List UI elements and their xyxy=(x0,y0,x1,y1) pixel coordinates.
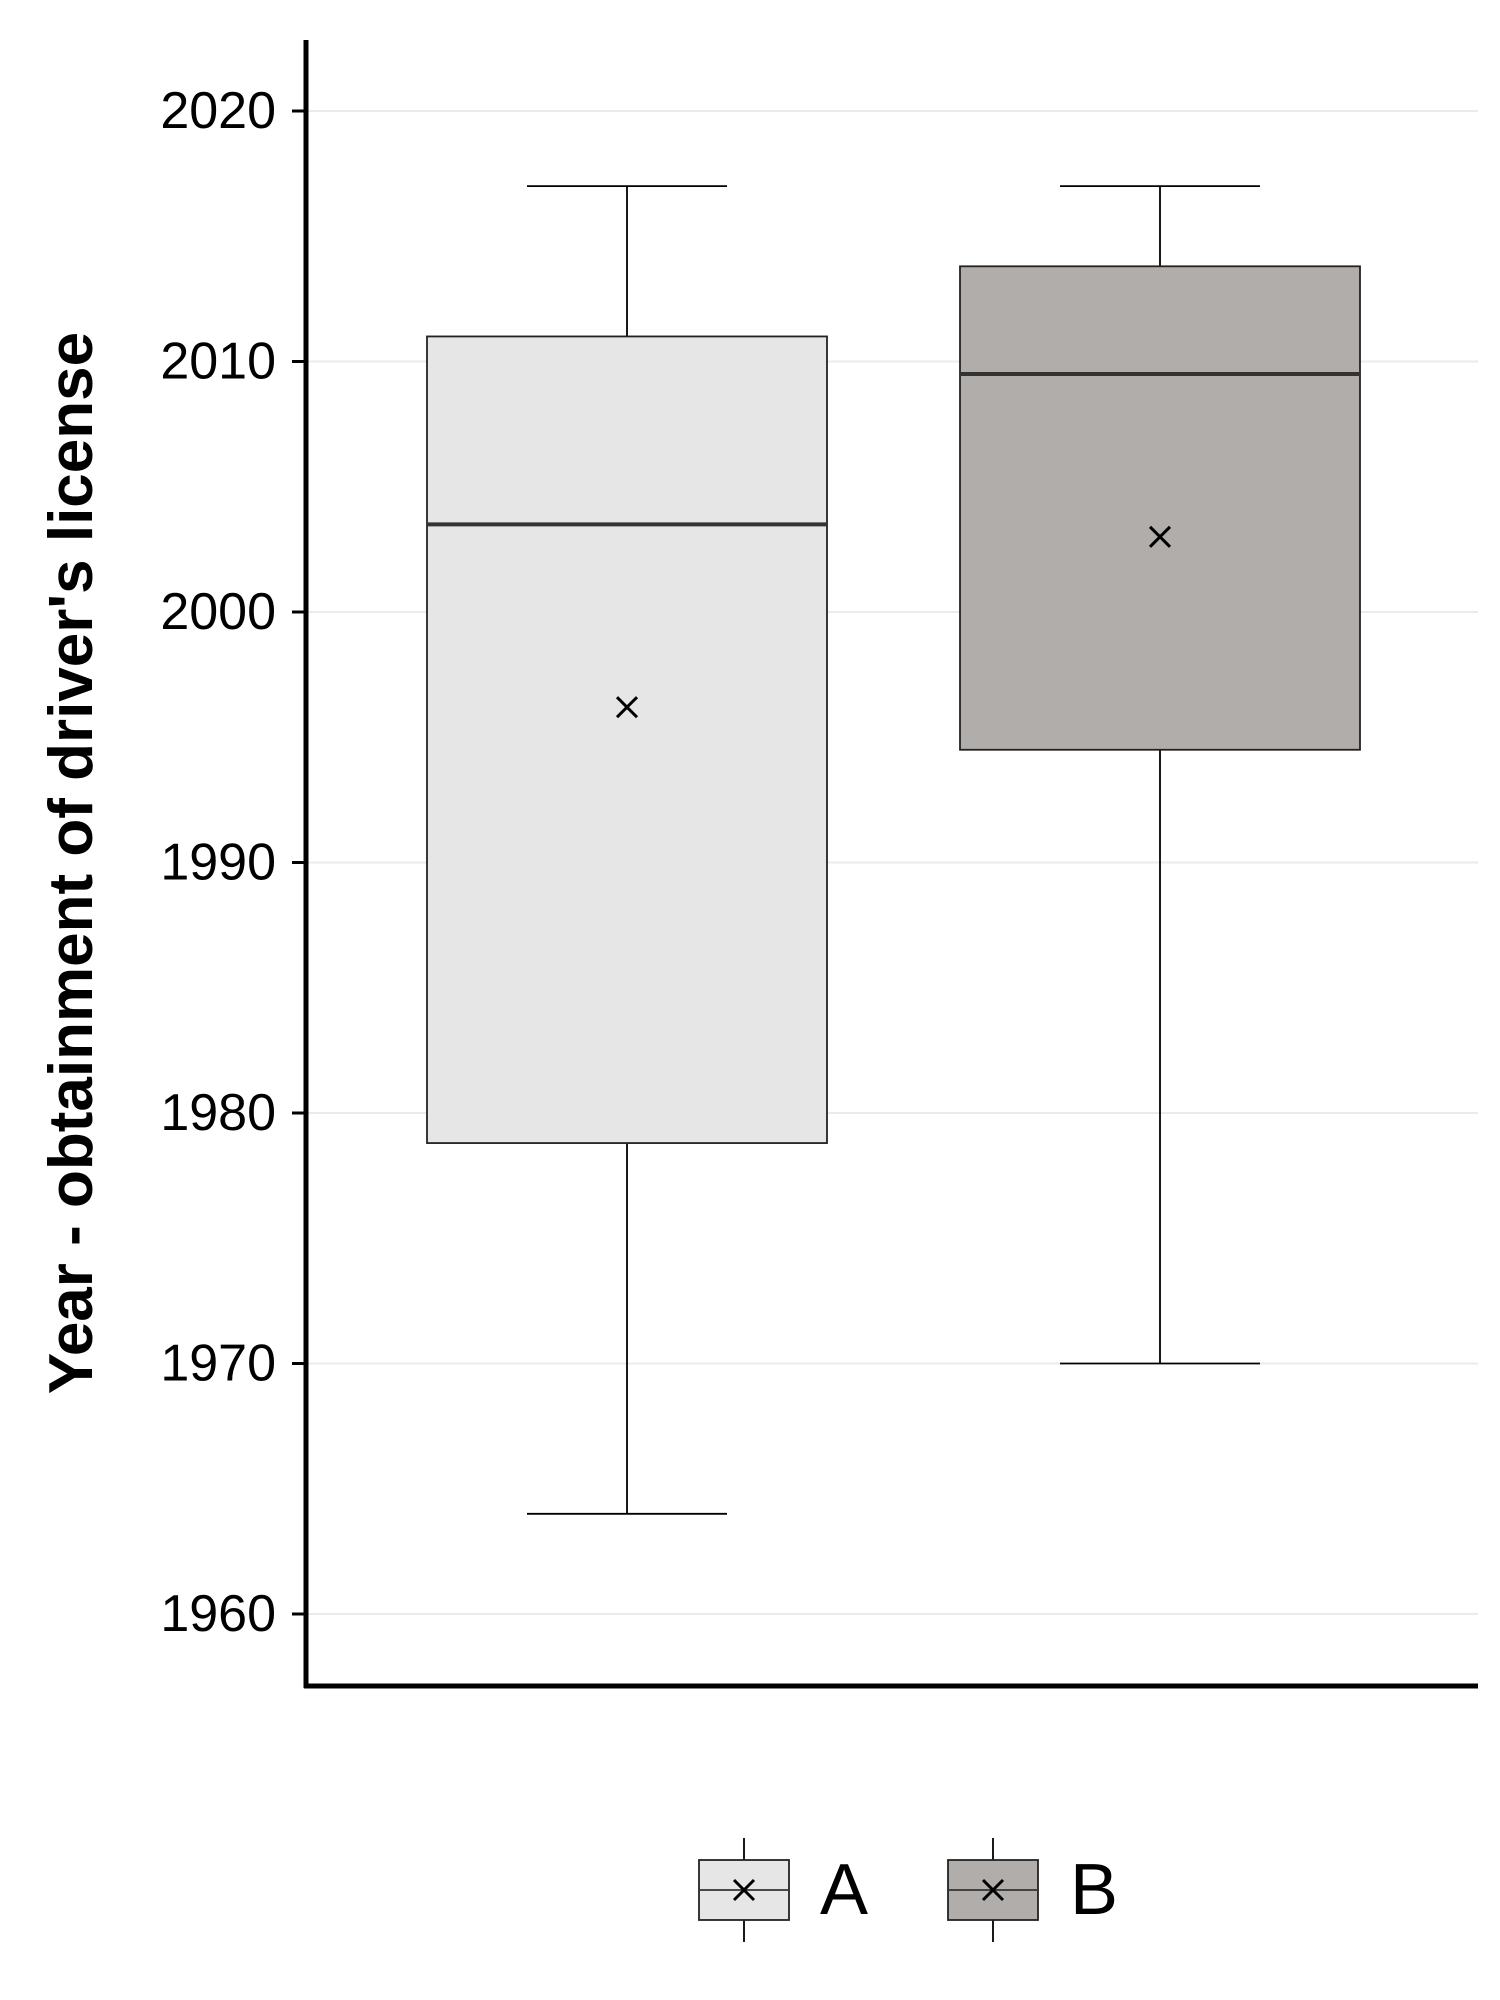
legend-label: A xyxy=(820,1850,868,1930)
boxes xyxy=(426,185,1361,1515)
box-A xyxy=(426,185,828,1515)
y-tick-label: 2010 xyxy=(160,333,276,391)
y-tick-label: 1980 xyxy=(160,1084,276,1142)
y-ticks: 1960 1970 1980 1990 2000 2010 2020 xyxy=(160,82,306,1643)
legend-item-A: A xyxy=(698,1838,868,1942)
iqr-box xyxy=(426,335,828,1144)
box-B xyxy=(959,185,1361,1365)
iqr-box xyxy=(959,265,1361,751)
legend-item-B: B xyxy=(947,1838,1118,1942)
mean-marker xyxy=(615,696,639,719)
y-tick-label: 2000 xyxy=(160,583,276,641)
y-axis-title: Year - obtainment of driver's license xyxy=(37,332,106,1394)
y-tick-label: 2020 xyxy=(160,82,276,140)
y-tick-label: 1960 xyxy=(160,1585,276,1643)
y-tick-label: 1990 xyxy=(160,834,276,892)
y-tick-label: 1970 xyxy=(160,1335,276,1393)
mean-marker xyxy=(1148,525,1172,548)
legend-label: B xyxy=(1070,1850,1118,1930)
